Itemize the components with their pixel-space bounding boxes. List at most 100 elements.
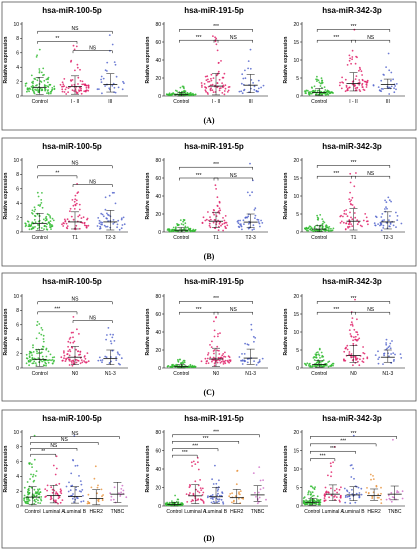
data-point [261,222,264,224]
data-point [394,85,396,87]
data-point [344,494,347,497]
data-point [331,229,334,232]
data-point [351,196,354,199]
data-point [307,491,310,494]
data-point [350,476,353,478]
data-point [309,365,312,368]
data-point [339,81,341,84]
data-point [328,360,331,363]
data-point [326,92,329,95]
data-point [96,225,99,227]
data-point [381,219,384,222]
data-point [222,76,225,79]
data-point [303,496,306,499]
data-point [40,81,43,83]
data-point [52,360,55,363]
data-point [214,464,216,467]
data-point [208,222,211,225]
data-point [380,216,383,218]
data-point [380,486,382,489]
data-point [111,336,114,339]
data-point [321,226,324,229]
data-point [304,227,306,230]
data-point [238,497,240,500]
x-tick-label: Luminal A [322,509,345,515]
data-point [376,496,379,499]
significance-bracket [310,458,336,462]
data-point [345,222,348,225]
data-point [237,222,240,225]
data-point [36,54,38,57]
significance-bracket [213,311,253,315]
y-tick-label: 4 [16,201,19,207]
data-point [252,472,255,474]
data-point [88,502,91,505]
data-point [74,194,77,197]
data-point [390,500,393,503]
data-point [203,83,206,85]
significance-bracket [316,301,391,304]
data-point [243,223,245,226]
chart-title: hsa-miR-191-5p [184,142,244,151]
x-tick-label: Control [166,509,182,515]
data-point [382,88,384,90]
data-point [104,69,107,72]
significance-bracket [351,175,391,179]
significance-label: NS [89,45,97,51]
data-point [239,490,242,492]
data-point [343,210,346,212]
data-point [322,92,325,95]
data-point [346,344,349,347]
data-point [222,217,224,219]
data-point [361,86,364,88]
data-point [318,499,321,502]
y-axis-label: Relative expression [3,446,9,493]
data-point [245,216,247,219]
significance-label: NS [50,443,58,449]
data-point [33,214,36,217]
data-point [326,226,329,229]
data-point [194,463,197,465]
data-point [86,352,89,354]
data-point [209,216,211,219]
data-point [399,353,402,355]
data-point [185,226,187,229]
y-tick-label: 2 [16,351,19,357]
data-point [374,354,377,356]
significance-bracket [179,39,219,43]
data-point [65,86,68,89]
data-point [342,215,344,218]
data-point [210,77,212,80]
data-point [257,221,260,223]
data-point [120,217,123,220]
x-tick-label: HER2 [230,509,244,515]
data-point [205,90,207,93]
data-point [96,486,99,489]
data-point [109,492,112,495]
data-point [30,473,32,476]
data-point [392,224,395,227]
data-point [205,218,208,221]
data-point [356,87,358,89]
data-point [365,491,367,494]
significance-label: NS [72,431,80,437]
data-point [237,219,240,222]
data-point [330,471,333,473]
y-tick-label: 80 [155,430,161,436]
data-point [87,500,89,503]
data-point [388,199,391,202]
data-point [112,333,114,336]
data-point [45,364,47,367]
data-point [223,222,226,225]
data-point [359,358,361,361]
data-point [26,500,28,503]
data-point [71,362,73,364]
data-point [218,78,221,81]
data-point [201,494,204,496]
data-point [311,495,314,497]
data-point [309,92,312,95]
data-point [215,482,218,485]
data-point [77,83,79,85]
data-point [241,73,244,76]
significance-bracket [316,165,391,168]
